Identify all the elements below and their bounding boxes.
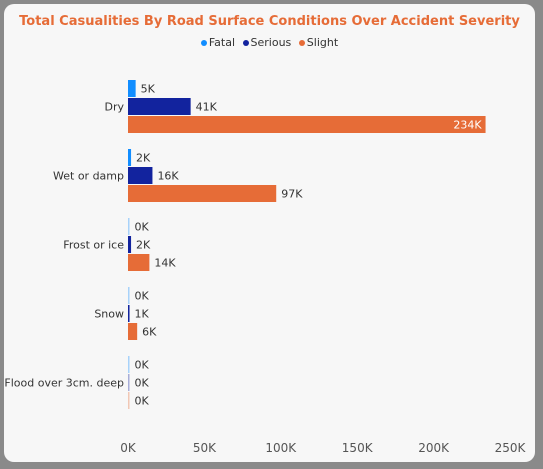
data-label: 1K (135, 308, 150, 321)
legend-label-slight: Slight (306, 36, 339, 49)
x-tick-label: 50K (193, 441, 217, 455)
x-tick-label: 0K (120, 441, 137, 455)
bar-slight[interactable] (128, 185, 277, 202)
bar-serious[interactable] (128, 374, 130, 391)
legend-item-fatal[interactable]: Fatal (200, 36, 236, 49)
category-label: Wet or damp (53, 170, 124, 183)
data-label: 0K (135, 359, 150, 372)
category-label: Frost or ice (63, 239, 124, 252)
data-label: 2K (136, 239, 151, 252)
legend-dot-icon (200, 40, 207, 46)
data-label: 2K (136, 152, 151, 165)
data-label: 0K (135, 377, 150, 390)
legend-label-fatal: Fatal (208, 36, 236, 49)
bar-fatal[interactable] (128, 80, 136, 97)
bar-serious[interactable] (128, 167, 153, 184)
bar-slight[interactable] (128, 392, 130, 409)
bar-fatal[interactable] (128, 218, 130, 235)
data-label: 6K (142, 326, 157, 339)
bar-fatal[interactable] (128, 287, 130, 304)
chart-card: Total Casualities By Road Surface Condit… (4, 4, 535, 462)
bar-fatal[interactable] (128, 149, 132, 166)
legend-dot-icon (298, 40, 305, 46)
x-tick-label: 100K (265, 441, 297, 455)
bar-fatal[interactable] (128, 356, 130, 373)
data-label: 0K (135, 221, 150, 234)
bar-slight[interactable] (128, 254, 150, 271)
data-label: 41K (196, 101, 218, 114)
data-label: 0K (135, 290, 150, 303)
category-label: Flood over 3cm. deep (4, 377, 124, 390)
legend-label-serious: Serious (250, 36, 292, 49)
chart-legend: Fatal Serious Slight (4, 36, 535, 49)
data-label: 97K (281, 188, 303, 201)
bar-serious[interactable] (128, 236, 132, 253)
category-label: Dry (104, 101, 124, 114)
category-label: Snow (94, 308, 124, 321)
data-label: 14K (154, 257, 176, 270)
x-tick-label: 250K (495, 441, 527, 455)
data-label: 234K (453, 119, 482, 132)
legend-dot-icon (242, 40, 249, 46)
bar-serious[interactable] (128, 305, 130, 322)
bar-slight[interactable] (128, 323, 138, 340)
x-tick-label: 150K (342, 441, 374, 455)
bar-serious[interactable] (128, 98, 191, 115)
chart-title: Total Casualities By Road Surface Condit… (19, 14, 520, 29)
x-tick-label: 200K (418, 441, 450, 455)
bar-chart-plot: 0K 50K 100K 150K 200K 250K Dry 5K 41K 234K Wet or … (4, 80, 527, 455)
legend-item-slight[interactable]: Slight (298, 36, 339, 49)
data-label: 16K (157, 170, 179, 183)
data-label: 0K (135, 395, 150, 408)
bar-slight[interactable] (128, 116, 486, 133)
legend-item-serious[interactable]: Serious (242, 36, 292, 49)
data-label: 5K (141, 83, 156, 96)
